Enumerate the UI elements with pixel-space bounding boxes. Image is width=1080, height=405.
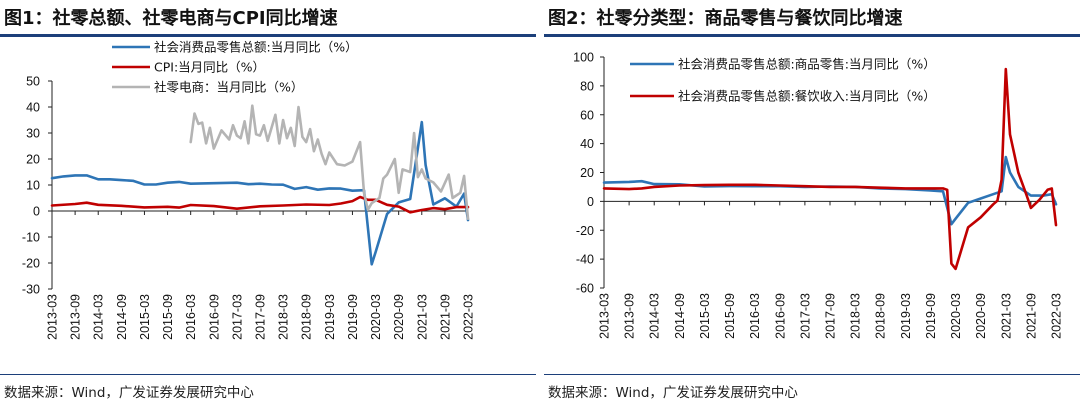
x-tick-label: 2017-03 [230,294,244,340]
series-line-2 [50,195,470,214]
x-tick-label: 2021-03 [415,294,429,340]
x-tick-label: 2016-03 [184,294,198,340]
y-tick-label: 60 [580,108,594,122]
x-tick-label: 2013-09 [69,294,83,340]
x-tick-label: 2019-09 [924,293,938,339]
y-tick-label: 40 [26,101,40,115]
legend-label: 社零电商：当月同比（%） [154,80,303,95]
x-tick-label: 2014-03 [648,293,662,339]
x-tick-label: 2021-09 [1024,293,1038,339]
x-tick-label: 2021-09 [438,294,452,340]
title-underline [0,34,536,37]
x-tick-label: 2013-09 [623,293,637,339]
x-tick-label: 2015-03 [698,293,712,339]
x-tick-label: 2016-09 [207,294,221,340]
y-tick-label: 80 [580,79,594,93]
series-line-1 [602,155,1058,226]
x-tick-label: 2020-03 [949,293,963,339]
title-underline [544,34,1080,37]
series-line-2 [602,67,1058,271]
y-tick-label: -30 [22,283,40,297]
x-tick-label: 2013-03 [46,294,60,340]
x-tick-label: 2022-03 [1050,293,1064,339]
chart-2-title: 图2：社零分类型：商品零售与餐饮同比增速 [548,8,903,29]
y-tick-label: 30 [26,127,40,141]
legend-label: 社会消费品零售总额:商品零售:当月同比（%） [678,57,936,72]
legend-label: CPI:当月同比（%） [154,60,265,75]
x-tick-label: 2015-09 [723,293,737,339]
x-tick-label: 2019-03 [899,293,913,339]
chart-panel-1: 图1：社零总额、社零电商与CPI同比增速 50 40 30 20 10 0 -10 -20 -3… [0,0,536,405]
legend-label: 社会消费品零售总额:当月同比（%） [154,40,358,55]
x-tick-label: 2013-03 [598,293,612,339]
x-tick-label: 2015-09 [161,294,175,340]
x-tick-label: 2017-09 [824,293,838,339]
x-tick-label: 2019-03 [323,294,337,340]
x-tick-label: 2016-09 [773,293,787,339]
x-tick-label: 2018-09 [300,294,314,340]
chart-1-title: 图1：社零总额、社零电商与CPI同比增速 [4,8,338,29]
y-tick-label: -20 [576,224,594,238]
x-tick-label: 2015-03 [138,294,152,340]
series-line-3 [189,104,470,221]
x-tick-label: 2014-09 [673,293,687,339]
chart-panel-2: 图2：社零分类型：商品零售与餐饮同比增速 100 80 60 40 20 0 -20 -40 -… [544,0,1080,405]
footer-line [0,374,536,375]
x-tick-label: 2017-09 [254,294,268,340]
x-tick-label: 2016-03 [748,293,762,339]
x-tick-label: 2014-09 [115,294,129,340]
x-tick-label: 2018-09 [874,293,888,339]
y-tick-label: 0 [33,205,40,219]
y-tick-label: -40 [576,253,594,267]
chart-1-svg: 50 40 30 20 10 0 -10 -20 -30 2013-03 2013-09 2014-0… [22,40,476,340]
x-tick-label: 2022-03 [462,294,476,340]
x-tick-label: 2018-03 [849,293,863,339]
series-line-1 [50,120,470,266]
y-tick-label: -10 [22,231,40,245]
y-tick-label: -20 [22,257,40,271]
y-tick-label: 0 [587,195,594,209]
chart-2-source: 数据来源：Wind，广发证券发展研究中心 [548,385,798,401]
y-tick-label: 100 [573,51,594,65]
chart-1-source: 数据来源：Wind，广发证券发展研究中心 [4,385,254,401]
y-tick-label: 20 [26,153,40,167]
y-tick-label: 10 [26,179,40,193]
chart-2-svg: 100 80 60 40 20 0 -20 -40 -60 2013-03 2013-09 2014-… [573,51,1064,339]
y-tick-label: 20 [580,166,594,180]
x-tick-label: 2019-09 [346,294,360,340]
footer-line [544,374,1080,375]
x-tick-label: 2020-03 [369,294,383,340]
y-tick-label: 50 [26,75,40,89]
x-tick-label: 2020-09 [392,294,406,340]
x-tick-label: 2021-03 [999,293,1013,339]
x-tick-label: 2014-03 [92,294,106,340]
y-tick-label: 40 [580,137,594,151]
y-tick-label: -60 [576,282,594,296]
x-tick-label: 2020-09 [974,293,988,339]
x-tick-label: 2017-03 [798,293,812,339]
x-tick-label: 2018-03 [277,294,291,340]
legend-label: 社会消费品零售总额:餐饮收入:当月同比（%） [678,89,936,104]
